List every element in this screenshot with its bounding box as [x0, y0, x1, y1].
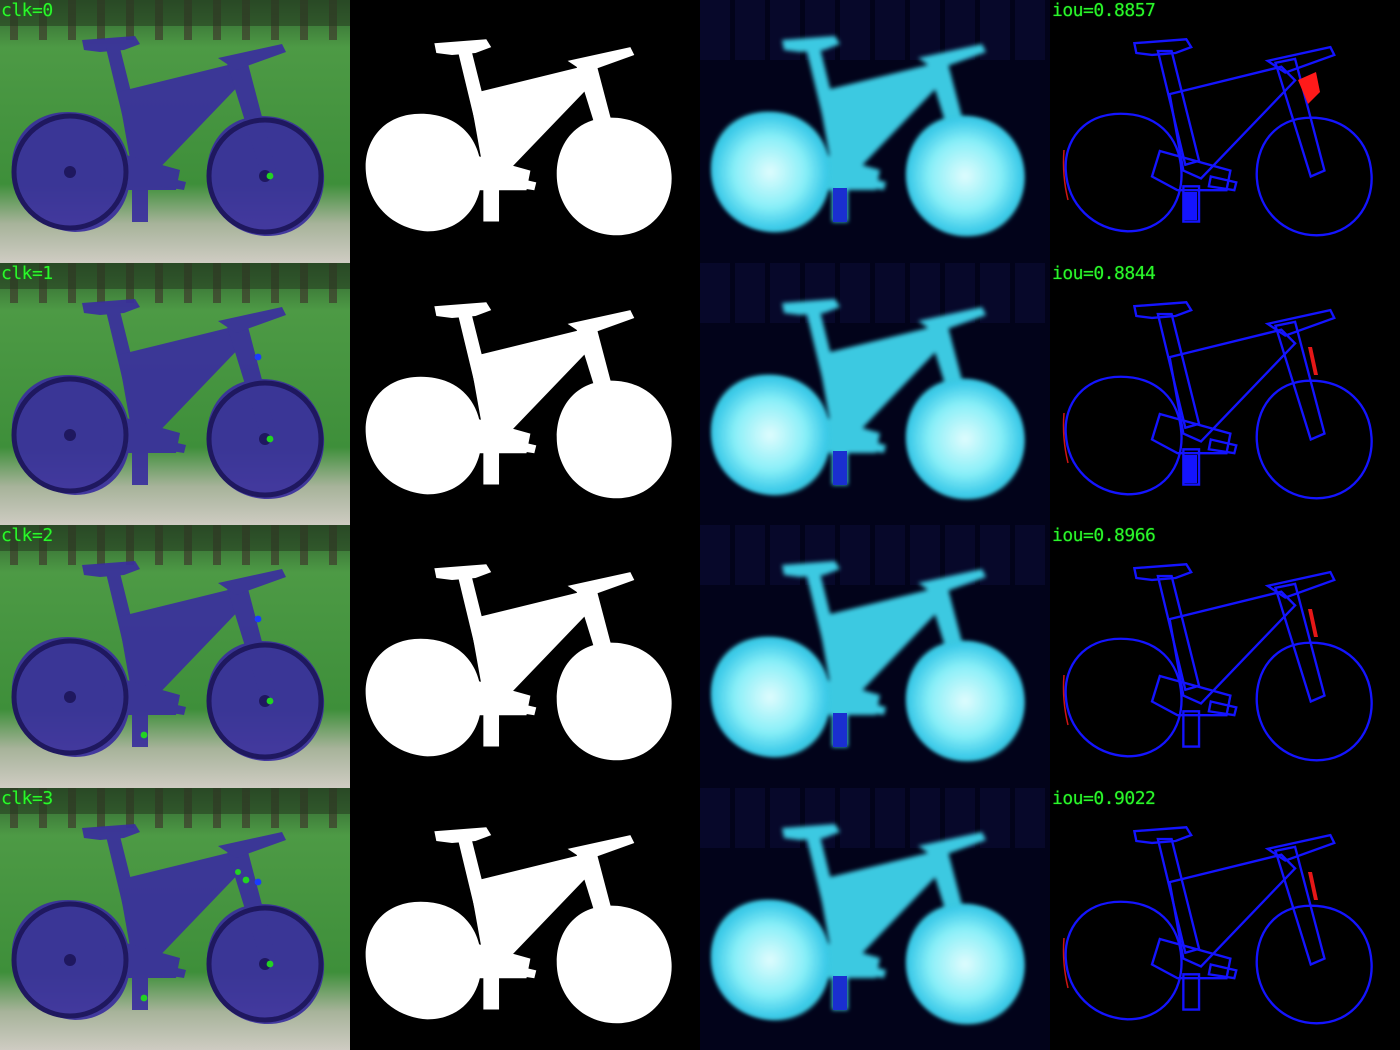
positive-click-marker — [266, 435, 274, 442]
positive-click-marker — [266, 960, 274, 967]
error-map-panel: iou=0.8844 — [1050, 262, 1400, 525]
image-panel: clk=1 — [0, 262, 350, 525]
positive-click-marker — [140, 994, 148, 1001]
probability-map-panel — [700, 525, 1050, 788]
error-map-panel: iou=0.8966 — [1050, 525, 1400, 788]
predicted-mask-panel — [350, 787, 700, 1050]
positive-click-marker — [242, 876, 250, 883]
probability-map-panel — [700, 262, 1050, 525]
iou-score-label: iou=0.8966 — [1052, 525, 1156, 546]
iou-score-label: iou=0.9022 — [1052, 787, 1156, 809]
positive-click-marker — [140, 731, 148, 739]
negative-click-marker — [254, 353, 262, 360]
iou-score-label: iou=0.8857 — [1052, 0, 1156, 21]
predicted-mask-panel — [350, 525, 700, 788]
click-count-label: clk=1 — [1, 262, 53, 284]
negative-click-marker — [254, 615, 262, 623]
image-panel: clk=2 — [0, 525, 350, 788]
probability-map-panel — [700, 0, 1050, 263]
predicted-mask-panel — [350, 262, 700, 525]
click-count-label: clk=2 — [1, 525, 53, 546]
positive-click-marker — [266, 697, 274, 705]
error-map-panel: iou=0.8857 — [1050, 0, 1400, 263]
click-count-label: clk=3 — [1, 787, 53, 809]
click-count-label: clk=0 — [1, 0, 53, 21]
predicted-mask-panel — [350, 0, 700, 263]
image-panel: clk=3 — [0, 787, 350, 1050]
image-panel: clk=0 — [0, 0, 350, 263]
iou-score-label: iou=0.8844 — [1052, 262, 1156, 284]
negative-click-marker — [254, 878, 262, 885]
error-map-panel: iou=0.9022 — [1050, 787, 1400, 1050]
positive-click-marker — [266, 172, 274, 180]
probability-map-panel — [700, 787, 1050, 1050]
